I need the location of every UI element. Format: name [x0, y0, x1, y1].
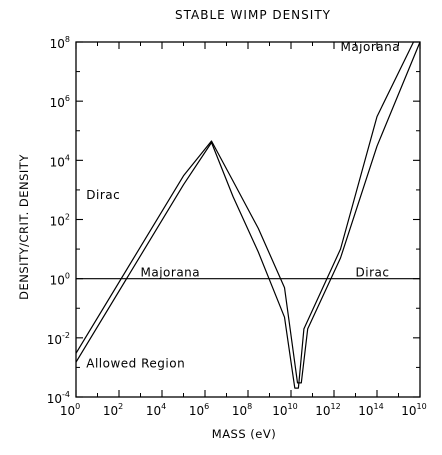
series-group — [76, 42, 420, 389]
x-tick-exponent: 6 — [204, 402, 209, 411]
x-tick-base: 10 — [189, 404, 204, 418]
y-tick-label: 108 — [50, 35, 70, 51]
x-tick-label: 1010 — [401, 402, 426, 418]
x-tick-label: 1010 — [272, 402, 297, 418]
chart-title: STABLE WIMP DENSITY — [175, 8, 331, 22]
y-tick-label: 10-4 — [47, 390, 70, 406]
x-tick-base: 10 — [401, 404, 416, 418]
y-tick-label: 102 — [50, 213, 70, 229]
x-tick-label: 102 — [103, 402, 123, 418]
y-tick-base: 10 — [47, 333, 62, 347]
y-tick-exponent: 8 — [65, 35, 70, 44]
x-axis-title: MASS (eV) — [212, 427, 276, 441]
x-tick-base: 10 — [146, 404, 161, 418]
y-tick-label: 10-2 — [47, 331, 70, 347]
plot-frame — [75, 41, 421, 398]
ticks-group: 100 102 104 106 108 1010 1012 1014 101010-410-21… — [47, 35, 427, 418]
y-axis-title: DENSITY/CRIT. DENSITY — [17, 154, 31, 300]
x-tick-base: 10 — [232, 404, 247, 418]
y-tick-exponent: -2 — [62, 331, 70, 340]
x-tick-exponent: 0 — [75, 402, 80, 411]
y-tick-base: 10 — [50, 155, 65, 169]
plot-frame-group — [75, 41, 421, 398]
y-tick-base: 10 — [50, 274, 65, 288]
x-tick-exponent: 10 — [417, 402, 427, 411]
x-tick-base: 10 — [103, 404, 118, 418]
x-tick-label: 1014 — [358, 402, 383, 418]
x-tick-exponent: 14 — [374, 402, 384, 411]
x-tick-label: 106 — [189, 402, 209, 418]
series-line-majorana — [76, 42, 415, 389]
y-tick-base: 10 — [50, 215, 65, 229]
x-tick-base: 10 — [358, 404, 373, 418]
y-tick-base: 10 — [47, 392, 62, 406]
annotation-majorana: Majorana — [141, 265, 201, 279]
y-tick-exponent: 6 — [65, 94, 70, 103]
y-tick-exponent: 4 — [65, 153, 70, 162]
annotation-majorana: Majorana — [340, 40, 400, 54]
y-tick-exponent: 0 — [65, 272, 70, 281]
y-tick-exponent: -4 — [62, 390, 70, 399]
annotation-dirac: Dirac — [86, 188, 120, 202]
y-tick-label: 100 — [50, 272, 70, 288]
x-tick-exponent: 10 — [288, 402, 298, 411]
x-tick-exponent: 12 — [331, 402, 341, 411]
y-tick-label: 106 — [50, 94, 70, 110]
annotation-allowed-region: Allowed Region — [86, 356, 185, 370]
x-tick-base: 10 — [60, 404, 75, 418]
x-tick-base: 10 — [272, 404, 287, 418]
x-tick-exponent: 4 — [161, 402, 166, 411]
x-tick-exponent: 2 — [118, 402, 123, 411]
x-tick-label: 108 — [232, 402, 252, 418]
y-tick-exponent: 2 — [65, 213, 70, 222]
annotations-group: Dirac Majorana Majorana Dirac Allowed Region — [86, 40, 400, 371]
x-tick-exponent: 8 — [247, 402, 252, 411]
x-tick-label: 104 — [146, 402, 166, 418]
x-tick-label: 1012 — [315, 402, 340, 418]
x-tick-base: 10 — [315, 404, 330, 418]
annotation-dirac: Dirac — [356, 265, 390, 279]
y-tick-label: 104 — [50, 153, 70, 169]
series-line-dirac — [76, 42, 420, 384]
x-tick-label: 100 — [60, 402, 80, 418]
y-tick-base: 10 — [50, 96, 65, 110]
y-tick-base: 10 — [50, 37, 65, 51]
